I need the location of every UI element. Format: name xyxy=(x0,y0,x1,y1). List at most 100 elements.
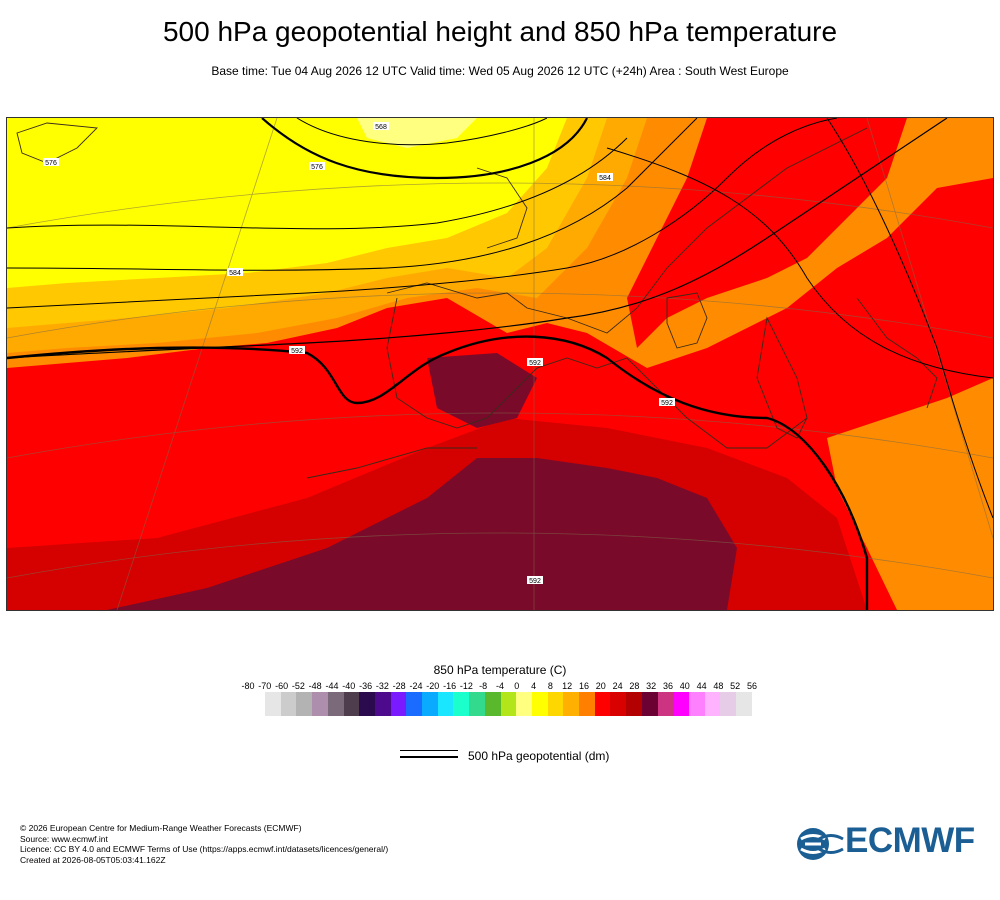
colorbar-tick-label: -12 xyxy=(459,681,473,691)
colorbar-tick-label: -24 xyxy=(409,681,423,691)
contour-label-4: 584 xyxy=(227,268,243,277)
svg-text:584: 584 xyxy=(599,175,611,182)
colorbar-swatch xyxy=(594,692,611,716)
contour-label-6: 592 xyxy=(289,346,305,355)
colorbar-tick-label: -80 xyxy=(241,681,255,691)
svg-text:576: 576 xyxy=(311,164,323,171)
colorbar-swatch xyxy=(610,692,627,716)
colorbar-tick-label: 0 xyxy=(514,681,520,691)
contour-label-7: 592 xyxy=(527,358,543,367)
colorbar-tick-label: -28 xyxy=(392,681,406,691)
footer-licence: Licence: CC BY 4.0 and ECMWF Terms of Us… xyxy=(20,844,389,854)
contour-label-1: 576 xyxy=(43,158,59,167)
colorbar-swatch xyxy=(704,692,721,716)
colorbar-tick-label: -70 xyxy=(258,681,272,691)
svg-text:576: 576 xyxy=(45,160,57,167)
colorbar-swatch xyxy=(500,692,517,716)
contour-label-5: 584 xyxy=(597,173,613,182)
colorbar-tick-label: 28 xyxy=(629,681,640,691)
colorbar-tick-label: -32 xyxy=(375,681,389,691)
colorbar-tick-label: 32 xyxy=(646,681,657,691)
colorbar-swatch xyxy=(312,692,328,716)
geopotential-contours xyxy=(7,118,993,610)
colorbar-tick-label: 12 xyxy=(562,681,573,691)
colorbar-swatch xyxy=(547,692,564,716)
colorbar-tick-label: 52 xyxy=(730,681,741,691)
footer-copyright: © 2026 European Centre for Medium-Range … xyxy=(20,823,302,833)
colorbar-swatch xyxy=(453,692,470,716)
colorbar-swatch xyxy=(626,692,642,716)
temp-field-orange-se xyxy=(827,378,993,610)
contour-label-9: 592 xyxy=(527,576,543,585)
colorbar-swatch xyxy=(265,692,281,716)
temp-field-yellow xyxy=(7,118,567,288)
colorbar-tick-label: 48 xyxy=(713,681,724,691)
contour-label-8: 592 xyxy=(659,398,675,407)
ecmwf-logo-text: ECMWF xyxy=(845,821,975,860)
svg-text:592: 592 xyxy=(529,578,541,585)
colorbar-swatch xyxy=(720,692,737,716)
map-panel[interactable]: 576 568 576 584 584 592 592 592 592 xyxy=(6,117,994,611)
svg-text:568: 568 xyxy=(375,124,387,131)
svg-text:592: 592 xyxy=(291,348,303,355)
colorbar-swatch xyxy=(280,692,297,716)
colorbar-swatch xyxy=(688,692,705,716)
colorbar-swatch xyxy=(296,692,313,716)
colorbar-tick-label: 56 xyxy=(746,681,758,691)
colorbar-tick-label: -40 xyxy=(342,681,356,691)
colorbar-swatch xyxy=(531,692,548,716)
colorbar-tick-label: 16 xyxy=(578,681,590,691)
colorbar-tick-label: -44 xyxy=(325,681,339,691)
colorbar-swatch xyxy=(437,692,454,716)
contour-labels: 576 568 576 584 584 592 592 592 592 xyxy=(43,122,675,585)
contour-label-3: 576 xyxy=(309,162,325,171)
colorbar-swatch xyxy=(469,692,485,716)
svg-text:592: 592 xyxy=(529,360,541,367)
colorbar-tick-label: -8 xyxy=(479,681,488,691)
colorbar-ticks: -80 -70 -60 -52 -48 -44 -40 -36 -32 -28 -24 -20 -16-… xyxy=(0,681,1000,693)
page-title: 500 hPa geopotential height and 850 hPa … xyxy=(162,16,838,47)
colorbar-tick-label: -36 xyxy=(359,681,373,691)
colorbar-swatch xyxy=(374,692,391,716)
weather-map: 576 568 576 584 584 592 592 592 592 xyxy=(7,118,993,610)
graticule xyxy=(7,118,993,610)
colorbar-tick-label: 4 xyxy=(531,681,537,691)
colorbar-tick-label: 40 xyxy=(679,681,690,691)
colorbar-swatch xyxy=(359,692,375,716)
contour-label-2: 568 xyxy=(373,122,389,131)
colorbar-swatch xyxy=(579,692,595,716)
geopotential-legend-label: 500 hPa geopotential (dm) xyxy=(468,749,610,763)
colorbar-swatch xyxy=(657,692,674,716)
svg-text:584: 584 xyxy=(229,270,241,277)
coastlines xyxy=(16,122,938,479)
colorbar-tick-label: -48 xyxy=(308,681,322,691)
temp-field-maroon-patch xyxy=(427,353,537,428)
colorbar-tick-label: -4 xyxy=(495,681,505,691)
colorbar-tick-label: -52 xyxy=(291,681,305,691)
colorbar-tick-label: 20 xyxy=(595,681,606,691)
colorbar-tick-label: -16 xyxy=(443,681,457,691)
colorbar-swatch xyxy=(563,692,580,716)
geopotential-legend-symbol xyxy=(400,748,458,760)
colorbar-swatch xyxy=(390,692,407,716)
colorbar-tick-label: 36 xyxy=(662,681,674,691)
colorbar-swatch xyxy=(343,692,360,716)
footer: © 2026 European Centre for Medium-Range … xyxy=(20,823,388,865)
colorbar-tick-label: 8 xyxy=(547,681,553,691)
colorbar-swatch xyxy=(327,692,344,716)
footer-source: Source: www.ecmwf.int xyxy=(20,833,108,844)
colorbar xyxy=(265,692,752,716)
colorbar-tick-label: 44 xyxy=(696,681,707,691)
footer-created: Created at 2026-08-05T05:03:41.162Z xyxy=(20,854,166,865)
colorbar-swatch xyxy=(422,692,438,716)
colorbar-swatch xyxy=(516,692,532,716)
colorbar-swatch xyxy=(736,692,752,716)
svg-text:592: 592 xyxy=(661,400,673,407)
colorbar-tick-label: 24 xyxy=(612,681,623,691)
colorbar-swatch xyxy=(641,692,658,716)
colorbar-tick-label: -60 xyxy=(275,681,289,691)
colorbar-swatch xyxy=(406,692,423,716)
colorbar-swatch xyxy=(484,692,501,716)
colorbar-tick-label: -20 xyxy=(426,681,440,691)
colorbar-title: 850 hPa temperature (C) xyxy=(433,663,567,677)
